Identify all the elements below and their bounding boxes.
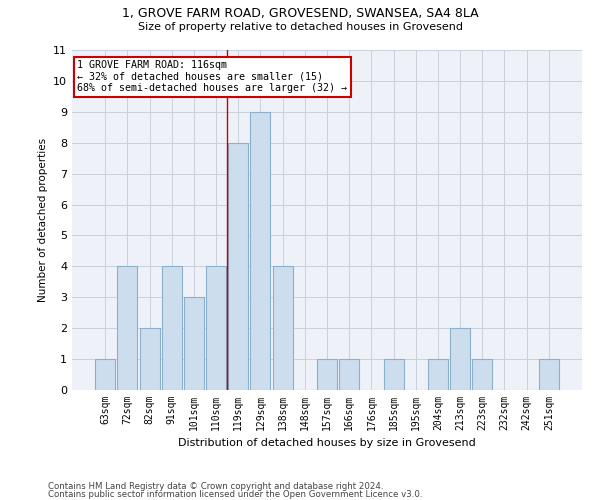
- Bar: [250, 112, 271, 390]
- Bar: [539, 359, 559, 390]
- Bar: [140, 328, 160, 390]
- Text: Contains HM Land Registry data © Crown copyright and database right 2024.: Contains HM Land Registry data © Crown c…: [48, 482, 383, 491]
- Text: 1, GROVE FARM ROAD, GROVESEND, SWANSEA, SA4 8LA: 1, GROVE FARM ROAD, GROVESEND, SWANSEA, …: [122, 8, 478, 20]
- Bar: [184, 298, 204, 390]
- Y-axis label: Number of detached properties: Number of detached properties: [38, 138, 47, 302]
- Text: Size of property relative to detached houses in Grovesend: Size of property relative to detached ho…: [137, 22, 463, 32]
- Bar: [472, 359, 492, 390]
- Bar: [317, 359, 337, 390]
- Bar: [118, 266, 137, 390]
- Bar: [450, 328, 470, 390]
- Text: Contains public sector information licensed under the Open Government Licence v3: Contains public sector information licen…: [48, 490, 422, 499]
- Bar: [272, 266, 293, 390]
- Bar: [206, 266, 226, 390]
- Bar: [339, 359, 359, 390]
- Bar: [95, 359, 115, 390]
- Bar: [162, 266, 182, 390]
- Text: 1 GROVE FARM ROAD: 116sqm
← 32% of detached houses are smaller (15)
68% of semi-: 1 GROVE FARM ROAD: 116sqm ← 32% of detac…: [77, 60, 347, 94]
- Bar: [383, 359, 404, 390]
- Bar: [428, 359, 448, 390]
- Bar: [228, 142, 248, 390]
- X-axis label: Distribution of detached houses by size in Grovesend: Distribution of detached houses by size …: [178, 438, 476, 448]
